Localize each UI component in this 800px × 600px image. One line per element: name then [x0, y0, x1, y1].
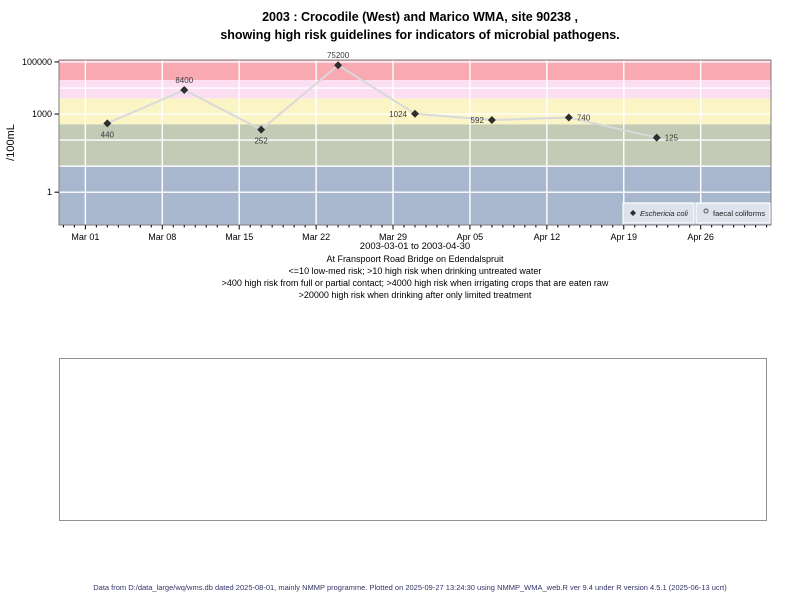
- guideline-line-3: >20000 high risk when drinking after onl…: [298, 290, 532, 300]
- guideline-line-2: >400 high risk from full or partial cont…: [221, 278, 609, 288]
- legend-label: faecal coliforms: [713, 209, 765, 218]
- chart-title-line1: 2003 : Crocodile (West) and Marico WMA, …: [262, 10, 578, 24]
- y-tick-label: 1000: [32, 109, 52, 119]
- x-tick-label: Mar 08: [148, 232, 176, 242]
- series-line: [106, 63, 657, 139]
- data-point-marker: [487, 115, 496, 124]
- legend-box: [622, 202, 695, 224]
- data-point-label: 75200: [327, 51, 350, 60]
- legend-label: Eschericia coli: [640, 209, 688, 218]
- x-tick-label: Mar 22: [302, 232, 330, 242]
- data-point-label: 125: [665, 134, 679, 143]
- footer-provenance: Data from D:/data_large/wq/wms.db dated …: [93, 583, 727, 592]
- date-range-label: 2003-03-01 to 2003-04-30: [359, 241, 471, 252]
- legend-box: [695, 202, 771, 224]
- x-tick-label: Apr 19: [610, 232, 637, 242]
- data-point-label: 592: [471, 116, 485, 125]
- data-point-marker: [652, 133, 661, 142]
- y-axis-title: /100mL: [5, 124, 17, 161]
- x-tick-label: Apr 12: [534, 232, 561, 242]
- data-point-marker: [257, 125, 266, 134]
- data-point-marker: [334, 61, 343, 70]
- data-point-label: 440: [101, 130, 115, 139]
- data-point-label: 8400: [175, 76, 193, 85]
- y-tick-label: 100000: [22, 57, 52, 67]
- y-tick-label: 1: [47, 187, 52, 197]
- legend-circle-marker-icon: [703, 208, 709, 214]
- x-tick-label: Mar 29: [379, 232, 407, 242]
- x-tick-label: Apr 26: [687, 232, 714, 242]
- chart-subtitle: At Franspoort Road Bridge on Edendalspru…: [26, 253, 800, 301]
- data-point-marker: [564, 113, 573, 122]
- risk-band: [59, 80, 771, 99]
- legend-diamond-marker-icon: [630, 210, 636, 216]
- empty-panel: [59, 358, 767, 521]
- x-tick-label: Mar 01: [71, 232, 99, 242]
- site-location-line: At Franspoort Road Bridge on Edendalspru…: [326, 254, 504, 264]
- chart-title-line2: showing high risk guidelines for indicat…: [220, 28, 620, 42]
- risk-band: [59, 124, 771, 167]
- risk-timeseries-plot: Mar 01 Mar 08 Mar 15 Mar 22 Mar 29 Apr 05 Apr …: [5, 51, 772, 242]
- data-point-marker: [411, 109, 419, 118]
- chart-title: 2003 : Crocodile (West) and Marico WMA, …: [30, 8, 800, 44]
- data-point-label: 740: [577, 113, 591, 122]
- risk-band: [59, 60, 771, 81]
- data-point-marker: [180, 85, 189, 94]
- data-point-label: 1024: [389, 110, 407, 119]
- x-tick-label: Apr 05: [457, 232, 484, 242]
- x-tick-label: Mar 15: [225, 232, 253, 242]
- data-point-label: 252: [254, 137, 268, 146]
- data-point-marker: [103, 119, 112, 128]
- guideline-line-1: <=10 low-med risk; >10 high risk when dr…: [288, 266, 542, 276]
